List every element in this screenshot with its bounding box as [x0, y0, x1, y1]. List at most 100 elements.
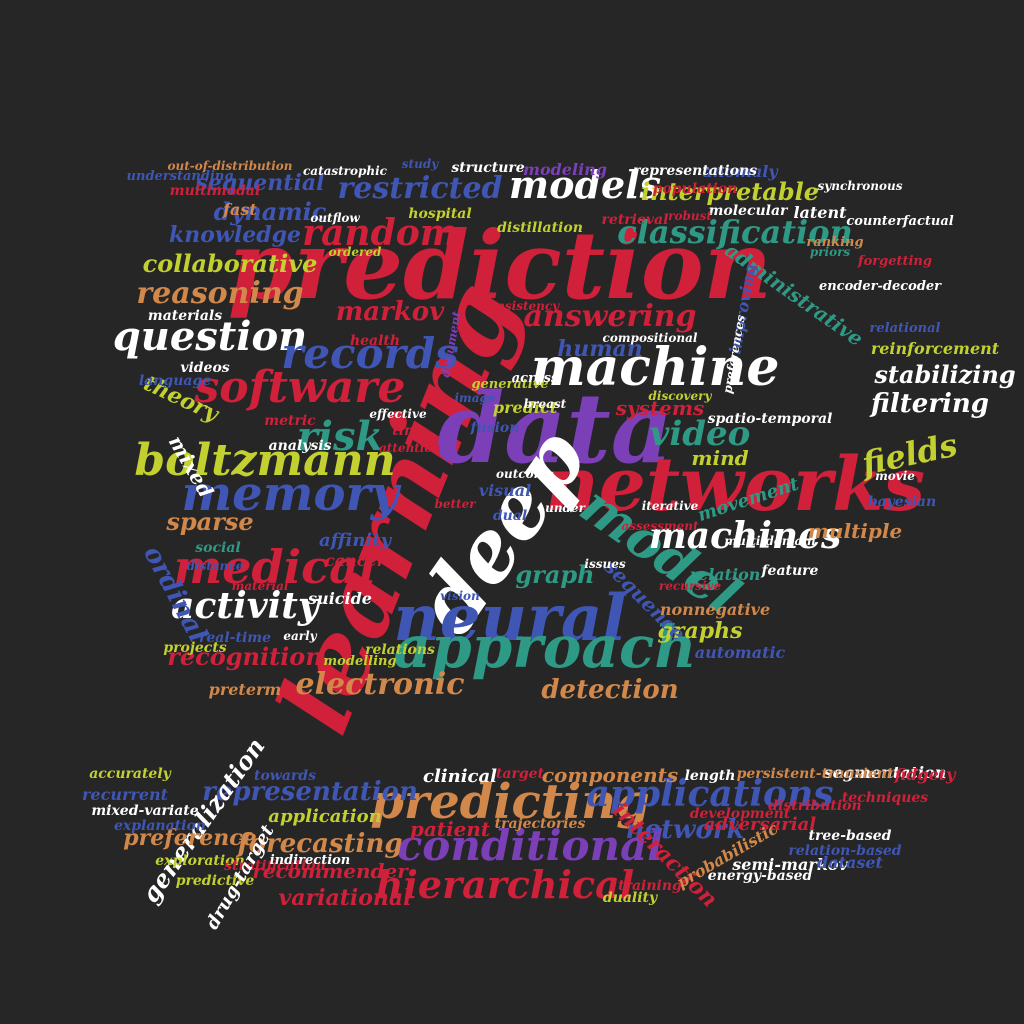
word: multiple: [808, 519, 902, 543]
word: distance: [187, 559, 244, 573]
word: health: [350, 333, 400, 349]
word: training: [618, 878, 682, 894]
word: retrieval: [602, 212, 669, 228]
word: language: [139, 373, 211, 389]
word: prediction: [228, 211, 772, 321]
word: metric: [264, 413, 316, 429]
word: records: [281, 329, 459, 378]
word: filtering: [869, 389, 989, 419]
word: distribution: [768, 798, 861, 814]
word: recurrent: [82, 785, 169, 804]
word: hospital: [408, 206, 471, 222]
word: towards: [254, 768, 316, 784]
word: molecular: [709, 203, 789, 219]
word: vision: [440, 589, 480, 603]
word: networks: [545, 442, 925, 528]
word: counterfactual: [846, 214, 953, 229]
word: preterm: [209, 680, 282, 699]
word: application: [268, 806, 381, 827]
word: reasoning: [136, 276, 303, 311]
word: breast: [524, 397, 567, 411]
word: relation-based: [788, 843, 901, 859]
word: visual: [479, 481, 531, 500]
word: mixed-variate: [91, 803, 198, 819]
word: sequential: [195, 170, 325, 196]
word: predict: [493, 398, 558, 417]
word: spatio-temporal: [708, 411, 833, 427]
word: approach: [394, 613, 697, 681]
word: cancer: [325, 551, 387, 570]
word: energy-based: [708, 868, 813, 884]
word: dynamic: [214, 197, 327, 226]
word: modelling: [323, 654, 396, 669]
word: collaborative: [143, 249, 318, 278]
word: network: [626, 815, 745, 845]
word: interpretable: [641, 177, 819, 206]
word: assessment: [621, 519, 698, 533]
word: understanding: [127, 169, 234, 184]
word: multimodal: [170, 183, 260, 199]
word: trajectories: [495, 816, 586, 832]
word: length: [685, 768, 736, 784]
word: relational: [870, 321, 941, 336]
word: predicting: [370, 774, 649, 830]
word: dual: [493, 508, 527, 524]
word: machines: [649, 515, 842, 557]
word: classification: [617, 213, 853, 251]
word: generative: [471, 377, 548, 392]
word: neural: [393, 581, 626, 656]
word: feature: [761, 563, 819, 579]
word: real-time: [199, 630, 271, 646]
word: explanation: [114, 818, 206, 834]
word: models: [509, 162, 661, 207]
word: graph: [515, 560, 594, 589]
word: issues: [584, 557, 625, 571]
word: consistency: [481, 299, 560, 313]
word: persistent-transient: [737, 766, 894, 782]
word: relation: [690, 565, 761, 584]
word: robust: [668, 209, 712, 223]
word: random: [302, 212, 458, 254]
word: activity: [171, 585, 321, 627]
word: representation: [202, 777, 418, 807]
word: early: [283, 629, 317, 643]
word: mind: [691, 446, 748, 470]
word: stabilizing: [873, 360, 1015, 389]
word: adversarial: [704, 814, 816, 835]
word: time: [392, 423, 428, 439]
word: answering: [523, 299, 696, 334]
word: nonnegative: [660, 600, 770, 619]
word: encoder-decoder: [819, 279, 942, 294]
word: electronic: [296, 667, 465, 702]
word: structure: [451, 160, 524, 176]
word: conditional: [397, 821, 664, 870]
word: patient: [410, 817, 491, 841]
word: human: [557, 336, 643, 362]
word: software: [194, 362, 406, 413]
word: tree-based: [809, 828, 892, 844]
word: techniques: [842, 790, 928, 806]
word: sparse: [165, 507, 253, 536]
word: forgetting: [857, 254, 932, 269]
word: videos: [180, 360, 229, 376]
word: attention: [379, 441, 441, 455]
word: recommender: [252, 859, 409, 883]
word: segmentation: [823, 763, 947, 782]
word: modeling: [523, 160, 607, 179]
word: knowledge: [169, 222, 301, 248]
saucer-words: predicting applications conditional hier…: [82, 732, 957, 933]
word: forecasting: [235, 829, 402, 859]
word: image: [454, 391, 495, 405]
word: latent: [793, 203, 847, 222]
word: representations: [633, 163, 757, 179]
word: ranking: [806, 235, 863, 250]
word: medical: [174, 540, 377, 594]
word: predictive: [176, 873, 255, 889]
word: iterative: [642, 499, 699, 513]
word: development: [690, 806, 791, 822]
word: markov: [336, 297, 445, 327]
word: recognition: [167, 642, 323, 671]
word: discovery: [649, 389, 713, 403]
